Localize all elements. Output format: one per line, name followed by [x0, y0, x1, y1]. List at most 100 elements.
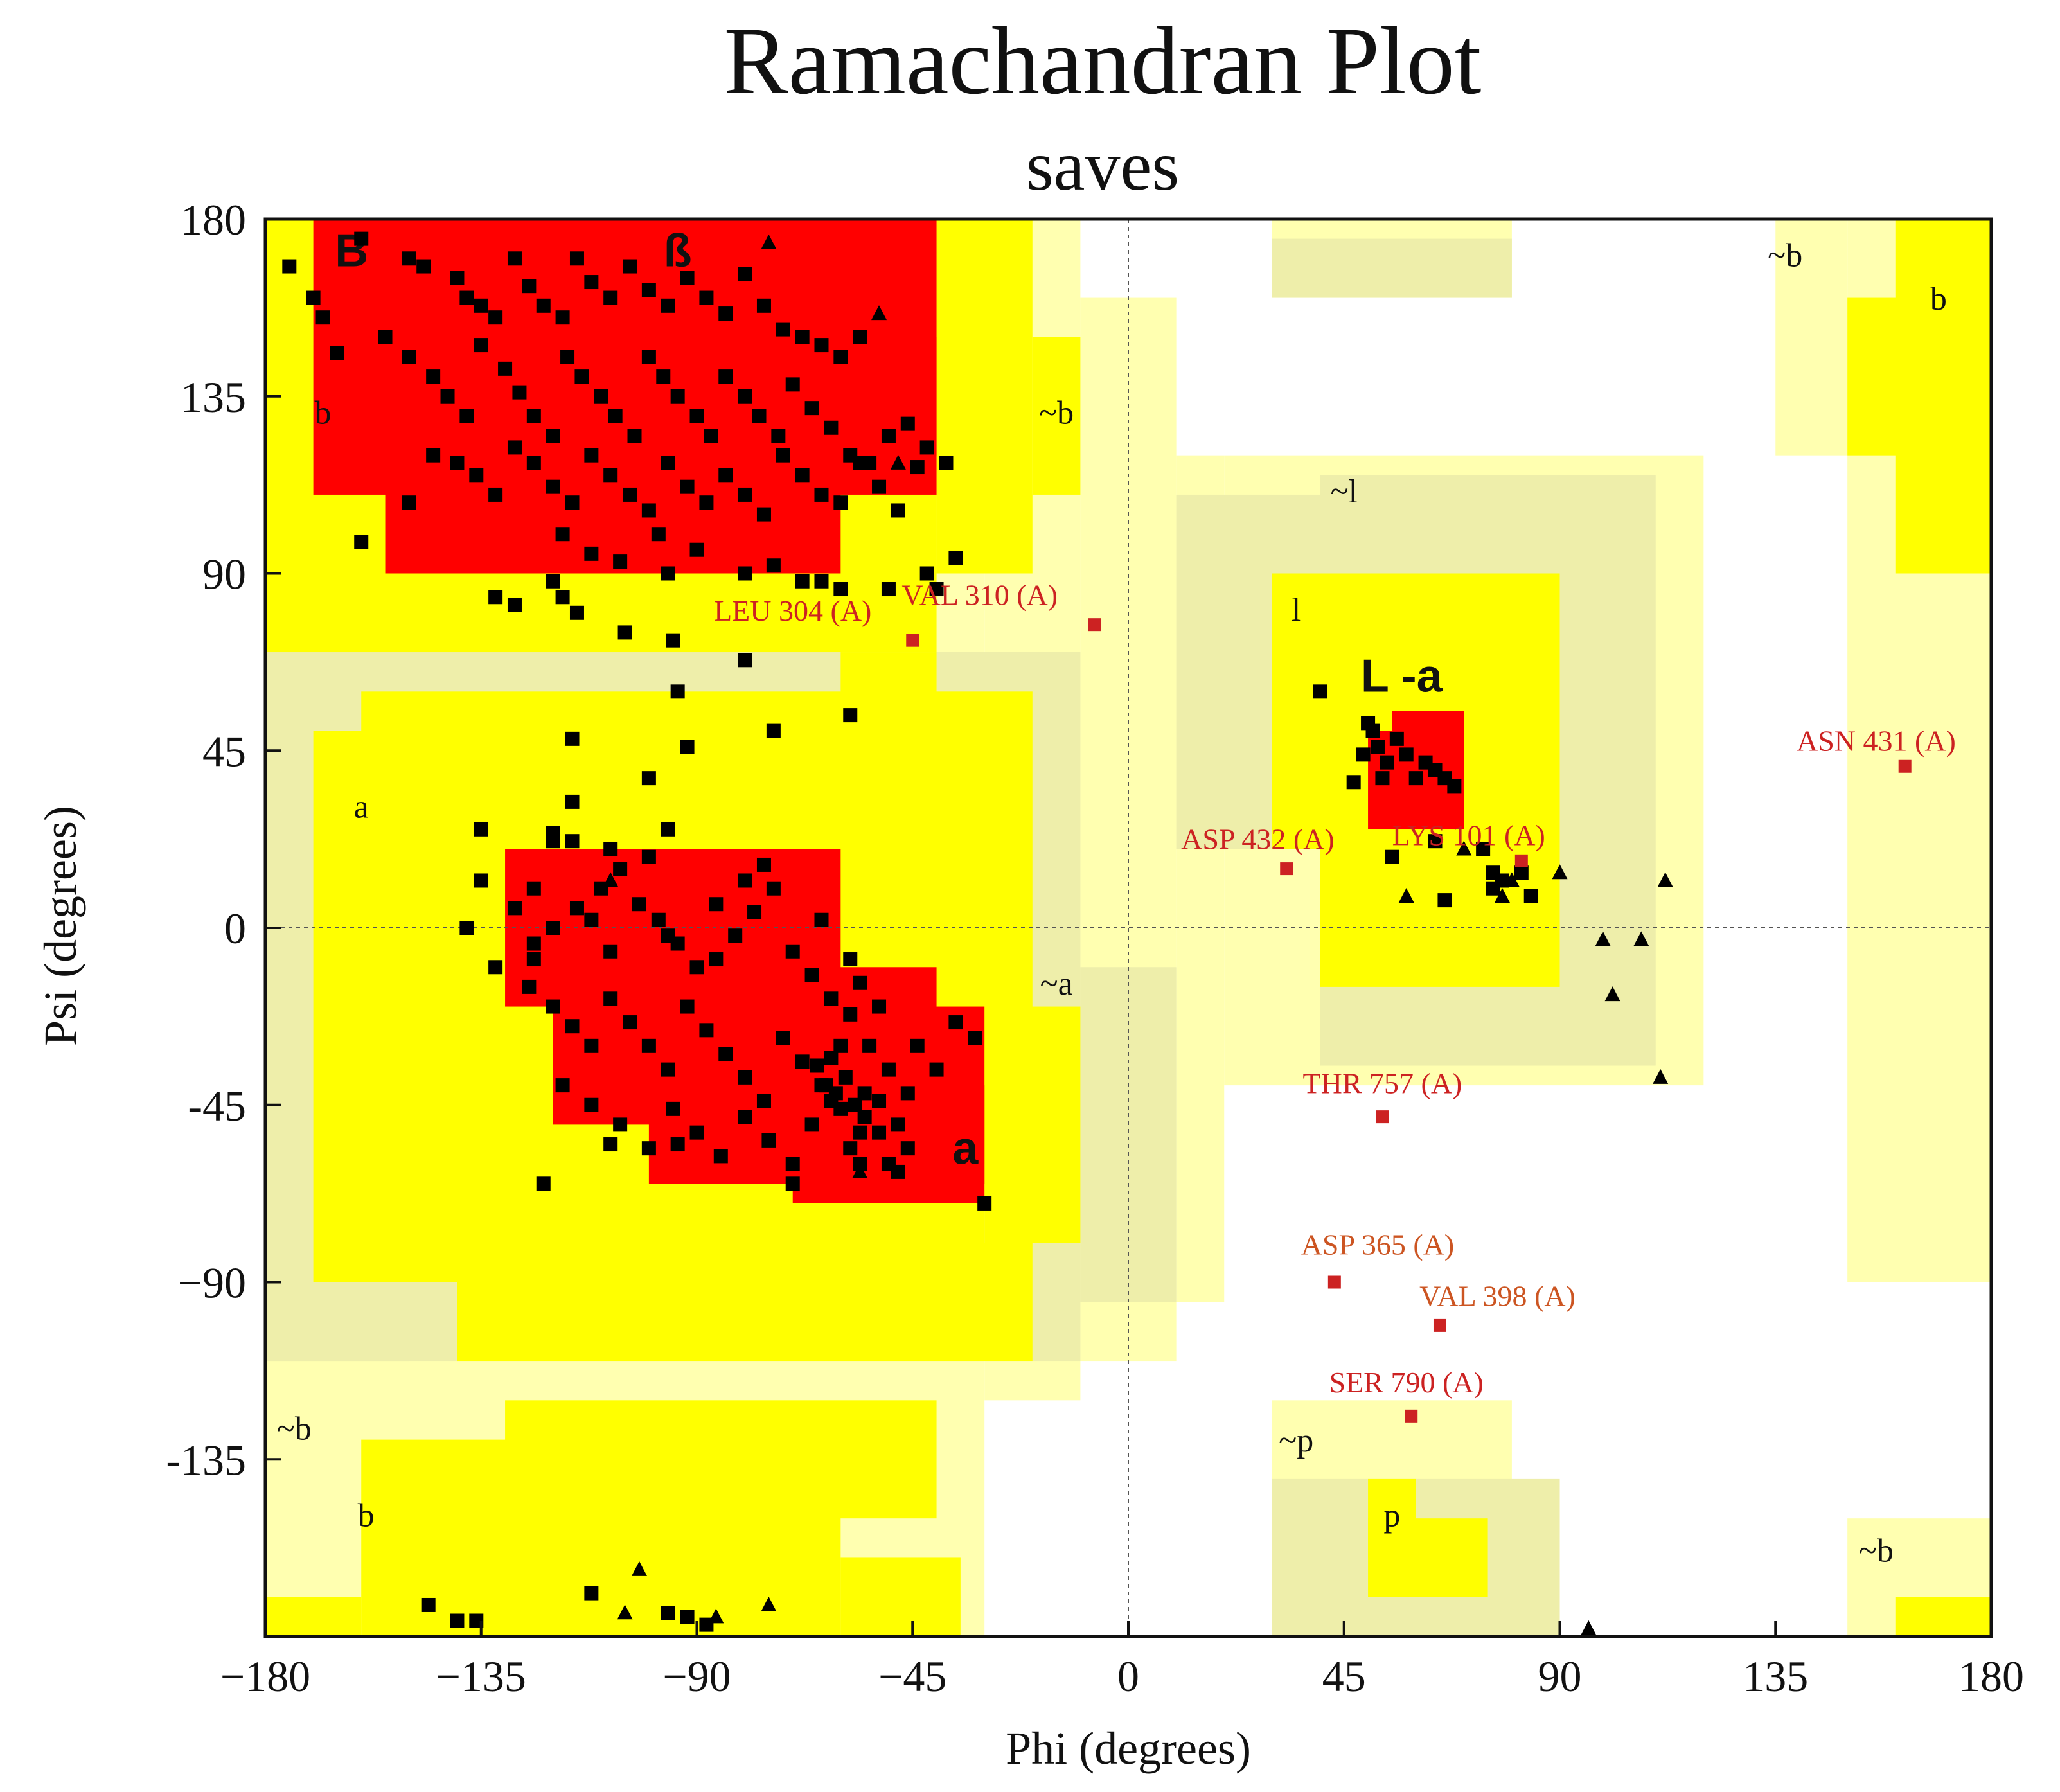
allowed-region [457, 1243, 1033, 1362]
residue-point [474, 873, 488, 888]
residue-point [670, 684, 685, 699]
residue-point [426, 448, 441, 463]
residue-point [948, 550, 963, 565]
residue-point [641, 350, 656, 364]
residue-point [680, 999, 695, 1014]
residue-point [641, 771, 656, 786]
residue-point [756, 857, 771, 872]
outlier-point [1433, 1318, 1446, 1332]
residue-point [560, 350, 575, 364]
residue-point [617, 625, 632, 640]
residue-point [862, 1038, 877, 1053]
x-tick-label: 135 [1743, 1652, 1808, 1701]
residue-point-glycine [1552, 864, 1568, 880]
residue-point [522, 979, 537, 994]
residue-point [881, 582, 896, 597]
residue-point-glycine [1653, 1069, 1669, 1084]
residue-point [569, 901, 584, 916]
residue-point [738, 487, 752, 502]
residue-point [761, 1133, 776, 1148]
residue-point [738, 1070, 752, 1085]
residue-point [565, 794, 580, 809]
region-label: ~b [1768, 238, 1802, 274]
residue-point [613, 862, 628, 876]
residue-point [900, 416, 915, 431]
residue-point [330, 346, 344, 360]
residue-point-glycine [1494, 887, 1510, 903]
residue-point [756, 507, 771, 522]
x-axis-label: Phi (degrees) [1006, 1723, 1251, 1774]
region-label: ~p [1279, 1423, 1313, 1459]
residue-point [488, 310, 503, 325]
residue-point [546, 479, 560, 494]
residue-point [584, 912, 599, 927]
residue-point [689, 1125, 704, 1140]
residue-point [507, 440, 522, 455]
outlier-label: SER 790 (A) [1329, 1366, 1484, 1399]
residue-point [1361, 716, 1376, 731]
residue-point [795, 1054, 810, 1069]
outlier-point [1514, 854, 1528, 867]
y-tick-label: 180 [181, 195, 246, 244]
residue-point [843, 708, 858, 723]
outlier-label: LEU 304 (A) [714, 594, 871, 627]
residue-point [833, 1038, 848, 1053]
residue-point [565, 495, 580, 510]
residue-point [440, 389, 455, 404]
residue-point [785, 1157, 800, 1171]
residue-point [613, 1117, 628, 1132]
residue-point [900, 1086, 915, 1101]
residue-point [766, 723, 781, 738]
residue-point [929, 582, 944, 597]
residue-point [752, 409, 767, 423]
outlier-label: ASN 431 (A) [1797, 724, 1956, 757]
allowed-region [1368, 1518, 1488, 1597]
residue-point [584, 1586, 599, 1601]
residue-point [584, 275, 599, 290]
residue-point [450, 1613, 465, 1628]
residue-point [641, 283, 656, 297]
allowed-region [265, 1597, 362, 1637]
residue-point [546, 574, 560, 589]
residue-point [1370, 740, 1385, 754]
residue-point [1346, 775, 1361, 790]
residue-point [709, 897, 724, 912]
residue-point [1375, 771, 1390, 786]
outlier-point [1898, 759, 1912, 773]
chart-title: Ramachandran Plot [724, 8, 1482, 114]
residue-point [546, 429, 560, 443]
residue-point-glycine [1604, 986, 1620, 1002]
residue-point [771, 429, 786, 443]
outlier-label: ASP 365 (A) [1301, 1229, 1455, 1261]
residue-point [402, 495, 416, 510]
region-label: b [358, 1497, 375, 1534]
residue-point [1437, 893, 1452, 908]
residue-point [426, 369, 441, 384]
chart-subtitle: saves [1026, 127, 1179, 205]
residue-point-glycine [617, 1604, 633, 1620]
residue-point [565, 1019, 580, 1034]
outlier-point [1280, 862, 1293, 876]
residue-point [536, 1176, 551, 1191]
residue-point [555, 527, 570, 542]
residue-point [689, 960, 704, 975]
residue-point [881, 429, 896, 443]
residue-point [469, 468, 484, 483]
residue-point [569, 605, 584, 620]
residue-point [718, 1047, 733, 1061]
axis-ticks: −180 −135 −90 −45 0 45 90 135 180 180 135 90 45 0 -45 −… [166, 195, 2024, 1701]
residue-point [1514, 865, 1529, 880]
residue-point [603, 468, 618, 483]
residue-point [402, 251, 416, 266]
residue-point [824, 1051, 839, 1065]
outlier-point [1376, 1110, 1389, 1124]
allowed-region [1847, 297, 1944, 456]
residue-point [824, 991, 839, 1006]
residue-point [666, 1101, 680, 1116]
residue-point-glycine [1456, 840, 1472, 856]
residue-point [814, 487, 829, 502]
residue-point [565, 834, 580, 849]
region-label: ~l [1330, 474, 1358, 510]
residue-point-glycine [1657, 872, 1673, 887]
